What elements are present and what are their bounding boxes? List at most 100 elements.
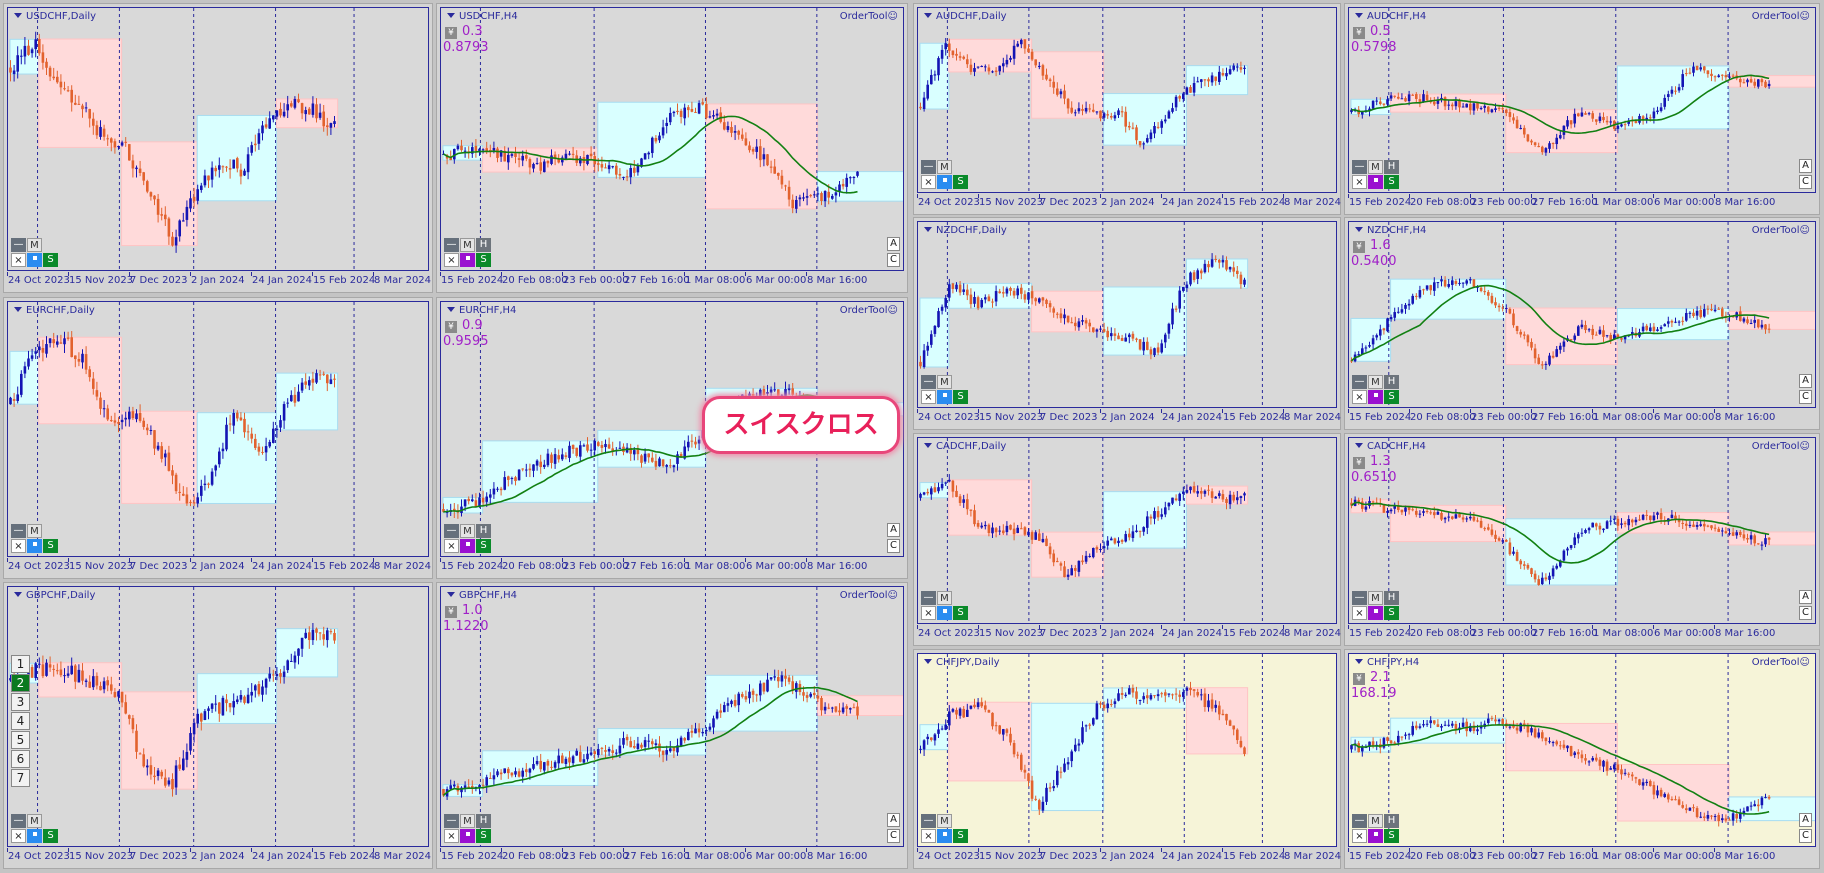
m-button[interactable]: M (1368, 375, 1383, 389)
chart-window-audchf-daily[interactable]: AUDCHF,Daily — M × S 24 Oct 2023 15 Nov 2023 7 … (913, 3, 1341, 215)
ordertool-label[interactable]: OrderTool☺ (1751, 441, 1810, 452)
mode-button[interactable] (460, 829, 475, 843)
close-order-button[interactable]: × (921, 829, 936, 843)
mode-button[interactable] (27, 253, 42, 267)
ordertool-label[interactable]: OrderTool☺ (1751, 11, 1810, 22)
s-button[interactable]: S (476, 253, 491, 267)
ordertool-label[interactable]: OrderTool☺ (1751, 657, 1810, 668)
m-button[interactable]: M (460, 814, 475, 828)
minimize-button[interactable]: — (1352, 160, 1367, 174)
close-order-button[interactable]: × (1352, 175, 1367, 189)
lot-icon[interactable]: ¥ (1353, 457, 1365, 469)
s-button[interactable]: S (1384, 829, 1399, 843)
minimize-button[interactable]: — (921, 591, 936, 605)
mode-button[interactable] (937, 606, 952, 620)
h-button[interactable]: H (476, 524, 491, 538)
chart-window-nzdchf-h4[interactable]: NZDCHF,H4 OrderTool☺ ¥1.6 0.5400 A C — M H × S 15 F… (1344, 217, 1820, 430)
mode-button[interactable] (1368, 829, 1383, 843)
chart-window-eurchf-daily[interactable]: EURCHF,Daily — M × S 24 Oct 2023 15 Nov 2023 7 … (3, 297, 433, 579)
m-button[interactable]: M (27, 814, 42, 828)
chart-window-audchf-h4[interactable]: AUDCHF,H4 OrderTool☺ ¥0.5 0.5798 A C — M H × S 15 F… (1344, 3, 1820, 215)
minimize-button[interactable]: — (11, 524, 26, 538)
chart-plot-area[interactable]: USDCHF,H4 OrderTool☺ ¥0.3 0.8793 A C — M H × S (440, 7, 904, 271)
minimize-button[interactable]: — (921, 814, 936, 828)
m-button[interactable]: M (1368, 160, 1383, 174)
mode-button[interactable] (937, 175, 952, 189)
chart-window-gbpchf-daily[interactable]: GBPCHF,Daily 1 2 3 4 5 6 7— M × S 24 Oct 2023 15 Nov… (3, 582, 433, 869)
side-button-3[interactable]: 3 (11, 693, 30, 711)
m-button[interactable]: M (460, 524, 475, 538)
side-button-2[interactable]: 2 (11, 674, 30, 692)
ordertool-label[interactable]: OrderTool☺ (839, 590, 898, 601)
m-button[interactable]: M (937, 160, 952, 174)
s-button[interactable]: S (953, 606, 968, 620)
s-button[interactable]: S (1384, 606, 1399, 620)
minimize-button[interactable]: — (921, 375, 936, 389)
mode-button[interactable] (1368, 175, 1383, 189)
minimize-button[interactable]: — (444, 524, 459, 538)
lot-icon[interactable]: ¥ (1353, 27, 1365, 39)
c-button[interactable]: C (887, 253, 900, 267)
s-button[interactable]: S (1384, 390, 1399, 404)
s-button[interactable]: S (476, 829, 491, 843)
c-button[interactable]: C (1799, 175, 1812, 189)
c-button[interactable]: C (1799, 829, 1812, 843)
minimize-button[interactable]: — (444, 814, 459, 828)
chart-plot-area[interactable]: GBPCHF,Daily 1 2 3 4 5 6 7— M × S (7, 586, 429, 847)
h-button[interactable]: H (1384, 160, 1399, 174)
close-order-button[interactable]: × (1352, 390, 1367, 404)
ordertool-label[interactable]: OrderTool☺ (1751, 225, 1810, 236)
m-button[interactable]: M (27, 524, 42, 538)
chart-plot-area[interactable]: EURCHF,Daily — M × S (7, 301, 429, 557)
chart-plot-area[interactable]: USDCHF,Daily — M × S (7, 7, 429, 271)
chart-window-chfjpy-daily[interactable]: CHFJPY,Daily — M × S 24 Oct 2023 15 Nov 2023 7 … (913, 649, 1341, 869)
side-button-5[interactable]: 5 (11, 731, 30, 749)
chart-plot-area[interactable]: AUDCHF,Daily — M × S (917, 7, 1337, 193)
side-button-1[interactable]: 1 (11, 655, 30, 673)
side-button-4[interactable]: 4 (11, 712, 30, 730)
minimize-button[interactable]: — (1352, 814, 1367, 828)
close-order-button[interactable]: × (11, 253, 26, 267)
minimize-button[interactable]: — (11, 814, 26, 828)
ordertool-label[interactable]: OrderTool☺ (839, 11, 898, 22)
m-button[interactable]: M (460, 238, 475, 252)
s-button[interactable]: S (953, 175, 968, 189)
mode-button[interactable] (937, 390, 952, 404)
lot-icon[interactable]: ¥ (445, 606, 457, 618)
c-button[interactable]: C (887, 829, 900, 843)
m-button[interactable]: M (1368, 591, 1383, 605)
c-button[interactable]: C (1799, 390, 1812, 404)
mode-button[interactable] (1368, 390, 1383, 404)
m-button[interactable]: M (937, 375, 952, 389)
c-button[interactable]: C (887, 539, 900, 553)
h-button[interactable]: H (1384, 375, 1399, 389)
m-button[interactable]: M (1368, 814, 1383, 828)
h-button[interactable]: H (1384, 591, 1399, 605)
chart-plot-area[interactable]: NZDCHF,Daily — M × S (917, 221, 1337, 408)
close-order-button[interactable]: × (921, 175, 936, 189)
chart-window-nzdchf-daily[interactable]: NZDCHF,Daily — M × S 24 Oct 2023 15 Nov 2023 7 … (913, 217, 1341, 430)
s-button[interactable]: S (43, 829, 58, 843)
h-button[interactable]: H (476, 814, 491, 828)
minimize-button[interactable]: — (444, 238, 459, 252)
chart-plot-area[interactable]: CADCHF,Daily — M × S (917, 437, 1337, 624)
s-button[interactable]: S (43, 253, 58, 267)
close-order-button[interactable]: × (11, 829, 26, 843)
chart-window-cadchf-h4[interactable]: CADCHF,H4 OrderTool☺ ¥1.3 0.6510 A C — M H × S 15 F… (1344, 433, 1820, 646)
s-button[interactable]: S (1384, 175, 1399, 189)
close-order-button[interactable]: × (444, 253, 459, 267)
h-button[interactable]: H (476, 238, 491, 252)
m-button[interactable]: M (937, 814, 952, 828)
lot-icon[interactable]: ¥ (1353, 241, 1365, 253)
mode-button[interactable] (27, 539, 42, 553)
a-button[interactable]: A (887, 237, 900, 251)
h-button[interactable]: H (1384, 814, 1399, 828)
mode-button[interactable] (460, 253, 475, 267)
chart-plot-area[interactable]: CHFJPY,H4 OrderTool☺ ¥2.1 168.19 A C — M H × S (1348, 653, 1816, 847)
s-button[interactable]: S (953, 390, 968, 404)
side-button-7[interactable]: 7 (11, 769, 30, 787)
minimize-button[interactable]: — (11, 238, 26, 252)
minimize-button[interactable]: — (1352, 375, 1367, 389)
close-order-button[interactable]: × (921, 390, 936, 404)
minimize-button[interactable]: — (1352, 591, 1367, 605)
